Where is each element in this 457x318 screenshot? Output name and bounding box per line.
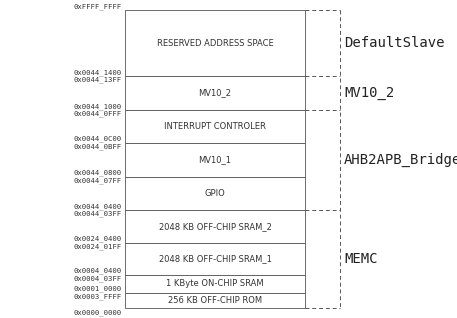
Text: 0xFFFF_FFFF: 0xFFFF_FFFF: [74, 3, 122, 10]
Text: 0x0024_0400: 0x0024_0400: [74, 236, 122, 243]
Text: INTERRUPT CONTROLER: INTERRUPT CONTROLER: [164, 122, 266, 131]
Text: 0x0044_0FFF: 0x0044_0FFF: [74, 110, 122, 117]
Text: MEMC: MEMC: [344, 252, 377, 266]
Text: 0x0000_0000: 0x0000_0000: [74, 309, 122, 316]
Text: 0x0044_0C00: 0x0044_0C00: [74, 136, 122, 142]
Text: 0x0044_03FF: 0x0044_03FF: [74, 211, 122, 217]
Bar: [125, 210, 305, 243]
Bar: [125, 243, 305, 275]
Text: GPIO: GPIO: [205, 189, 225, 198]
Text: MV10_1: MV10_1: [198, 156, 232, 164]
Bar: [125, 76, 305, 110]
Text: 0x0001_0000: 0x0001_0000: [74, 286, 122, 293]
Text: 2048 KB OFF-CHIP SRAM_1: 2048 KB OFF-CHIP SRAM_1: [159, 254, 271, 264]
Bar: [125, 177, 305, 210]
Text: 0x0044_1400: 0x0044_1400: [74, 69, 122, 75]
Text: 0x0024_01FF: 0x0024_01FF: [74, 244, 122, 250]
Text: MV10_2: MV10_2: [344, 86, 394, 100]
Text: 0x0044_0800: 0x0044_0800: [74, 170, 122, 176]
Text: 0x0003_FFFF: 0x0003_FFFF: [74, 294, 122, 300]
Text: AHB2APB_Bridge: AHB2APB_Bridge: [344, 153, 457, 167]
Text: DefaultSlave: DefaultSlave: [344, 36, 445, 50]
Bar: [125, 10, 305, 76]
Text: MV10_2: MV10_2: [198, 88, 232, 98]
Text: RESERVED ADDRESS SPACE: RESERVED ADDRESS SPACE: [157, 38, 273, 47]
Text: 0x0044_1000: 0x0044_1000: [74, 103, 122, 109]
Text: 0x0044_0400: 0x0044_0400: [74, 203, 122, 210]
Bar: [125, 110, 305, 143]
Text: 0x0044_07FF: 0x0044_07FF: [74, 177, 122, 184]
Text: 0x0044_0BFF: 0x0044_0BFF: [74, 143, 122, 150]
Text: 256 KB OFF-CHIP ROM: 256 KB OFF-CHIP ROM: [168, 296, 262, 305]
Bar: [125, 275, 305, 293]
Text: 0x0004_0400: 0x0004_0400: [74, 268, 122, 274]
Bar: [125, 293, 305, 308]
Text: 0x0004_03FF: 0x0004_03FF: [74, 275, 122, 282]
Text: 1 KByte ON-CHIP SRAM: 1 KByte ON-CHIP SRAM: [166, 280, 264, 288]
Text: 2048 KB OFF-CHIP SRAM_2: 2048 KB OFF-CHIP SRAM_2: [159, 222, 271, 231]
Bar: [125, 143, 305, 177]
Text: 0x0044_13FF: 0x0044_13FF: [74, 77, 122, 83]
